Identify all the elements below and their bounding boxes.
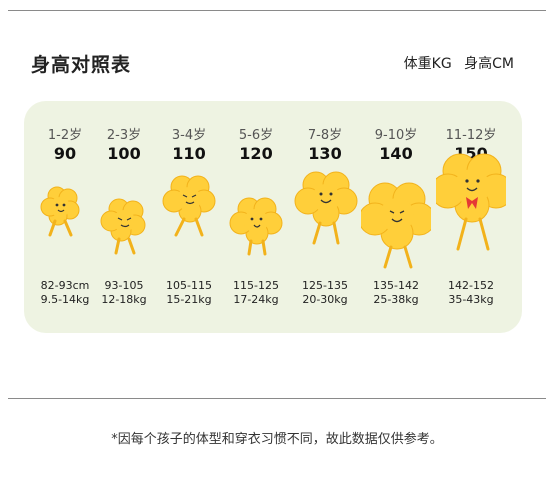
weight-unit-label: 体重KG xyxy=(403,56,452,72)
age-label: 9-10岁 xyxy=(374,128,418,143)
size-range: 82-93cm 9.5-14kg xyxy=(24,279,106,307)
height-value: 150 xyxy=(454,144,488,163)
height-value: 110 xyxy=(172,144,206,163)
age-label: 11-12岁 xyxy=(445,128,497,143)
bottom-divider xyxy=(8,398,546,399)
weight-range: 17-24kg xyxy=(233,293,279,306)
age-label: 5-6岁 xyxy=(238,128,274,143)
height-range: 135-142 xyxy=(373,279,419,292)
height-range: 142-152 xyxy=(448,279,494,292)
height-range: 82-93cm xyxy=(40,279,90,292)
size-column-7: 11-12岁 150 142-152 35-43kg xyxy=(436,101,506,333)
height-value: 120 xyxy=(239,144,273,163)
age-label: 7-8岁 xyxy=(307,128,343,143)
size-range: 125-135 20-30kg xyxy=(284,279,366,307)
size-range: 135-142 25-38kg xyxy=(355,279,437,307)
age-label: 1-2岁 xyxy=(47,128,83,143)
height-value: 140 xyxy=(379,144,413,163)
size-column-6: 9-10岁 140 135-142 25-38kg xyxy=(361,101,431,333)
height-range: 125-135 xyxy=(302,279,348,292)
size-range: 115-125 17-24kg xyxy=(215,279,297,307)
height-value: 90 xyxy=(53,144,77,163)
age-label: 2-3岁 xyxy=(106,128,142,143)
height-range: 115-125 xyxy=(233,279,279,292)
page-title: 身高对照表 xyxy=(31,54,132,76)
size-range: 105-115 15-21kg xyxy=(148,279,230,307)
height-value: 130 xyxy=(308,144,342,163)
footnote: *因每个孩子的体型和穿衣习惯不同，故此数据仅供参考。 xyxy=(111,432,443,447)
weight-range: 12-18kg xyxy=(101,293,147,306)
size-chart-panel: 1-2岁 90 82-93cm 9.5-14kg 2-3岁 100 xyxy=(24,101,522,333)
height-range: 105-115 xyxy=(166,279,212,292)
height-value: 100 xyxy=(107,144,141,163)
weight-range: 15-21kg xyxy=(166,293,212,306)
height-range: 93-105 xyxy=(104,279,144,292)
age-label: 3-4岁 xyxy=(171,128,207,143)
weight-range: 25-38kg xyxy=(373,293,419,306)
scarf-icon xyxy=(466,197,478,209)
unit-legend: 体重KG 身高CM xyxy=(396,53,514,73)
size-column-3: 3-4岁 110 105-115 15-21kg xyxy=(154,101,224,333)
weight-range: 9.5-14kg xyxy=(40,293,90,306)
top-divider xyxy=(8,10,546,11)
size-range: 93-105 12-18kg xyxy=(83,279,165,307)
height-unit-label: 身高CM xyxy=(464,56,514,72)
size-column-5: 7-8岁 130 125-135 20-30kg xyxy=(290,101,360,333)
size-range: 142-152 35-43kg xyxy=(430,279,512,307)
weight-range: 20-30kg xyxy=(302,293,348,306)
size-column-4: 5-6岁 120 115-125 17-24kg xyxy=(221,101,291,333)
weight-range: 35-43kg xyxy=(448,293,494,306)
